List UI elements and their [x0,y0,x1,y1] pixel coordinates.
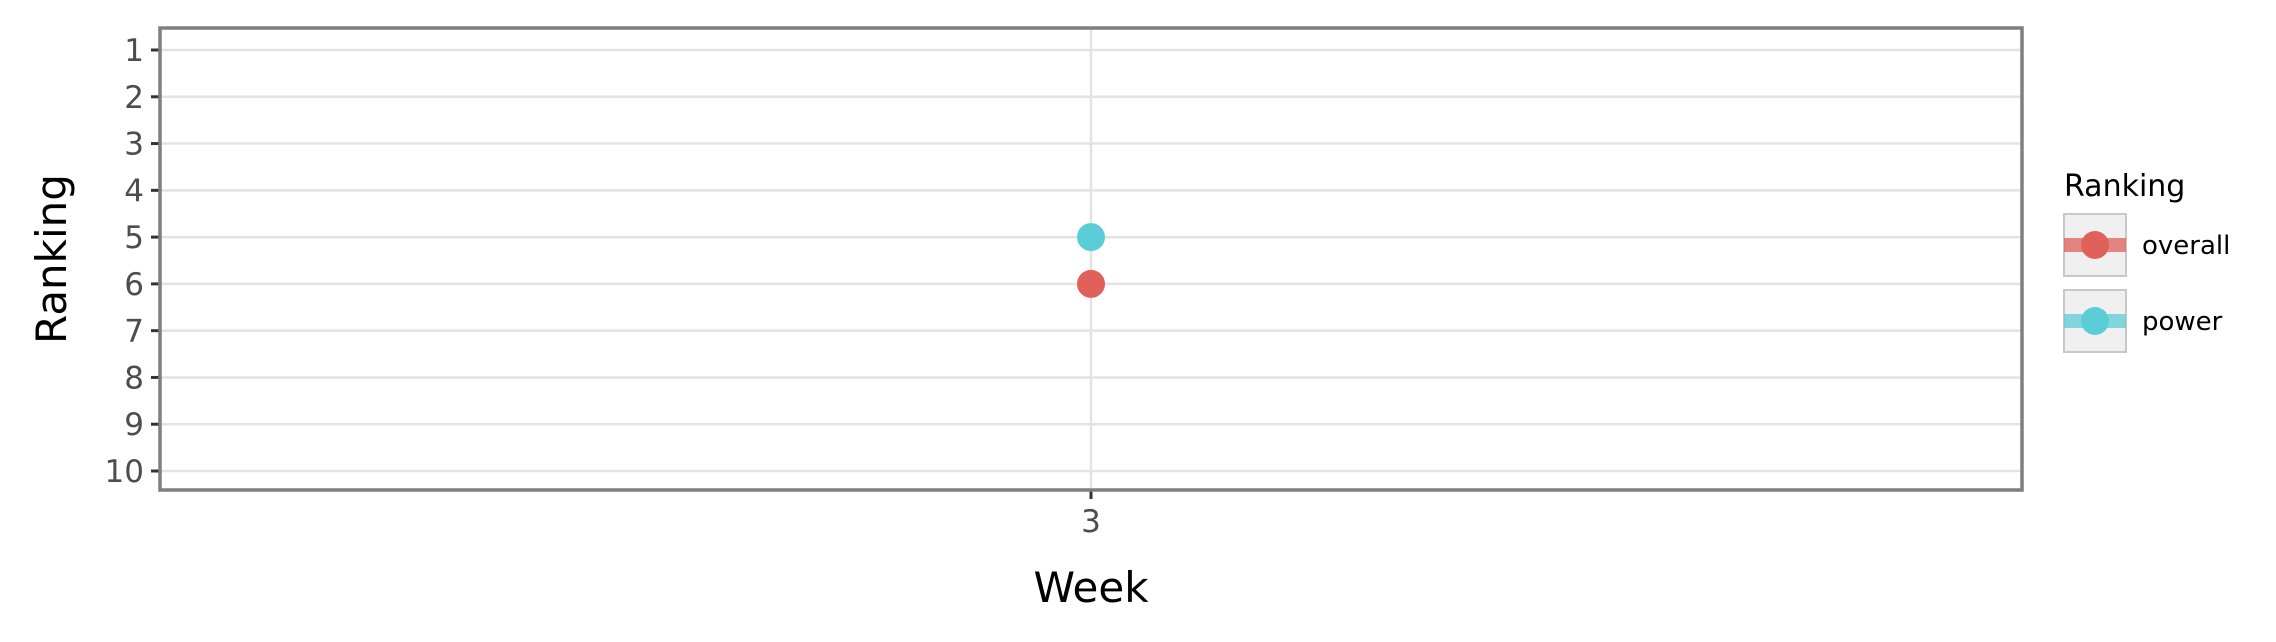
y-tick-label: 9 [124,407,144,443]
grid-lines [160,28,2022,490]
y-tick-label: 5 [124,220,144,256]
y-tick-label: 8 [124,360,144,396]
legend-item-power: power [2063,289,2223,353]
legend-title: Ranking [2064,169,2185,204]
y-tick-label: 1 [124,33,144,69]
legend-label: overall [2142,231,2230,261]
legend-key-point [2081,307,2109,335]
data-points [1077,223,1105,298]
y-tick-label: 2 [124,80,144,116]
legend: Ranking overall power [2063,169,2230,353]
legend-items: overall power [2063,213,2230,353]
legend-label: power [2142,307,2223,337]
y-tick-label: 4 [124,173,144,209]
x-tick-label: 3 [1081,504,1101,540]
y-tick-label: 6 [124,267,144,303]
data-point-power [1077,223,1105,252]
plot-panel-border [158,26,2024,492]
y-axis-title: Ranking [27,174,76,344]
y-tick-label: 3 [124,127,144,163]
y-tick-label: 7 [124,314,144,350]
y-tick-label: 10 [105,454,144,490]
x-axis-title: Week [1033,563,1149,612]
data-point-overall [1077,269,1105,298]
legend-key-point [2081,231,2109,259]
axis-ticks: 1 2 3 4 5 6 7 8 9 10 3 [105,33,1101,540]
legend-item-overall: overall [2063,213,2230,277]
